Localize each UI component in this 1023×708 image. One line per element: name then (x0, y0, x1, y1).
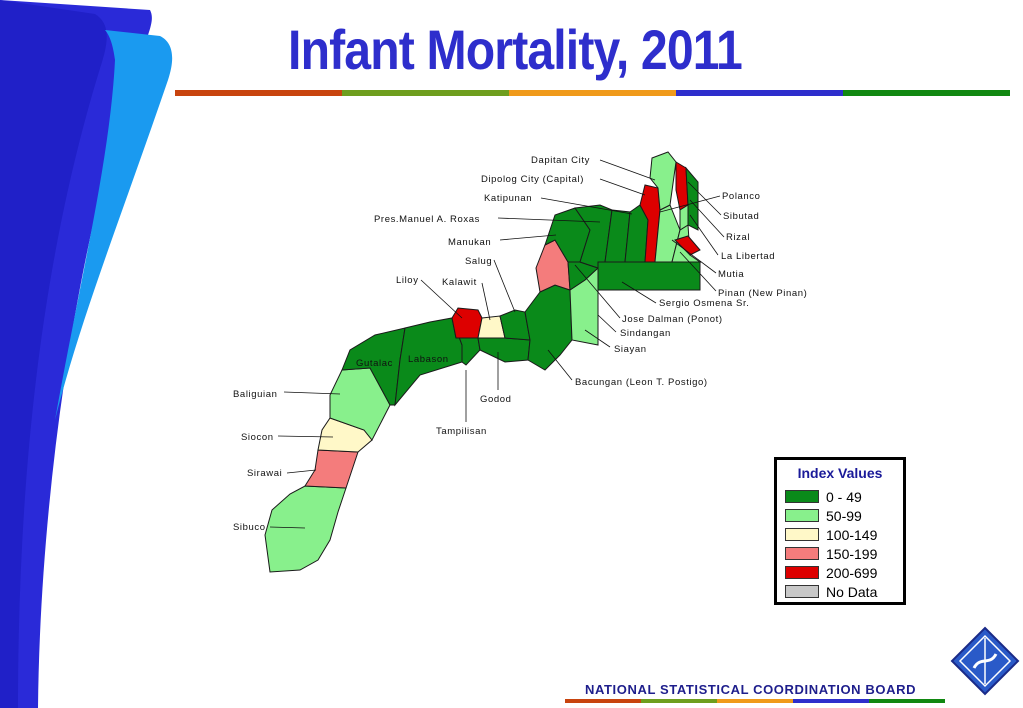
label-katipunan: Katipunan (484, 193, 532, 204)
region-bacungan[interactable] (524, 284, 573, 371)
footer-organization: NATIONAL STATISTICAL COORDINATION BOARD (585, 682, 917, 697)
label-dapitan-city: Dapitan City (531, 155, 590, 166)
label-pres-roxas: Pres.Manuel A. Roxas (374, 214, 480, 225)
legend-item: 150-199 (785, 544, 903, 563)
label-siocon: Siocon (241, 432, 274, 443)
region-sibuco[interactable] (264, 485, 347, 573)
label-salug: Salug (465, 256, 492, 267)
legend-swatch (785, 566, 819, 579)
label-sibutad: Sibutad (723, 211, 759, 222)
legend-swatch (785, 528, 819, 541)
region-dapitan[interactable] (649, 151, 677, 211)
region-polanco[interactable] (654, 204, 681, 263)
label-baliguian: Baliguian (233, 389, 278, 400)
legend-label: 150-199 (826, 545, 878, 562)
legend-item: 50-99 (785, 506, 903, 525)
legend-label: 0 - 49 (826, 488, 862, 505)
label-mutia: Mutia (718, 269, 744, 280)
region-jose-dalman[interactable] (567, 261, 599, 291)
label-sibuco: Sibuco (233, 522, 266, 533)
page-title: Infant Mortality, 2011 (288, 18, 743, 81)
label-la-libertad: La Libertad (721, 251, 775, 262)
legend-label: No Data (826, 583, 878, 600)
label-kalawit: Kalawit (442, 277, 477, 288)
label-pinan: Pinan (New Pinan) (718, 288, 807, 299)
label-sergio-osmena: Sergio Osmena Sr. (659, 298, 749, 309)
label-rizal: Rizal (726, 232, 750, 243)
title-underline (175, 90, 1010, 96)
region-sergio-osmena[interactable] (597, 261, 701, 291)
label-labason: Labason (408, 354, 449, 365)
footer-underline (565, 699, 945, 703)
label-liloy: Liloy (396, 275, 419, 286)
legend-swatch (785, 509, 819, 522)
region-godod[interactable] (477, 337, 531, 363)
label-godod: Godod (480, 394, 512, 405)
label-tampilisan: Tampilisan (436, 426, 487, 437)
legend-item: 200-699 (785, 563, 903, 582)
label-siayan: Siayan (614, 344, 647, 355)
legend-swatch (785, 585, 819, 598)
legend-label: 100-149 (826, 526, 878, 543)
legend-item: 100-149 (785, 525, 903, 544)
label-dipolog-city: Dipolog City (Capital) (481, 174, 584, 185)
legend-swatch (785, 490, 819, 503)
label-gutalac: Gutalac (356, 358, 393, 369)
legend-label: 50-99 (826, 507, 862, 524)
label-sindangan: Sindangan (620, 328, 671, 339)
label-sirawai: Sirawai (247, 468, 282, 479)
region-la-libertad[interactable] (679, 204, 689, 231)
legend-item: No Data (785, 582, 903, 601)
map-legend: Index Values 0 - 49 50-99 100-149 150-19… (774, 457, 906, 605)
region-sirawai[interactable] (304, 449, 359, 489)
legend-label: 200-699 (826, 564, 878, 581)
legend-title: Index Values (797, 465, 883, 481)
label-manukan: Manukan (448, 237, 491, 248)
legend-swatch (785, 547, 819, 560)
label-bacungan: Bacungan (Leon T. Postigo) (575, 377, 708, 388)
label-polanco: Polanco (722, 191, 761, 202)
legend-item: 0 - 49 (785, 487, 903, 506)
label-jose-dalman: Jose Dalman (Ponot) (622, 314, 723, 325)
nscb-logo (950, 626, 1020, 696)
decorative-side-band (0, 0, 173, 708)
